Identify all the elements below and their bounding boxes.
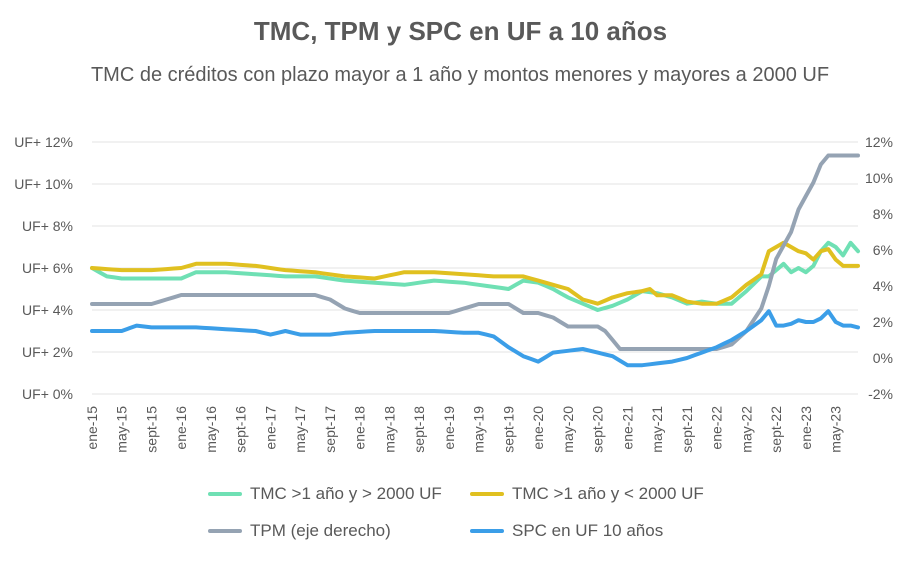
legend-label: TMC >1 año y > 2000 UF	[250, 484, 442, 503]
series-line-2	[90, 240, 860, 306]
x-axis-tick-label: ene-17	[262, 406, 278, 450]
series-line-1	[90, 240, 860, 312]
gridlines	[92, 141, 858, 395]
x-axis-tick-label: may-17	[292, 406, 308, 453]
x-axis-tick-label: sept-18	[411, 406, 427, 453]
x-axis-tick-label: sept-17	[322, 406, 338, 453]
chart-title: TMC, TPM y SPC en UF a 10 años	[253, 16, 668, 46]
legend-item-tpm: TPM (eje derecho)	[208, 521, 391, 541]
legend-item-spc: SPC en UF 10 años	[470, 521, 663, 541]
x-axis-tick-label: may-21	[649, 406, 665, 453]
right-axis-tick-label: 0%	[873, 350, 893, 366]
x-axis-tick-label: sept-20	[590, 406, 606, 453]
left-axis-tick-label: UF+ 6%	[22, 260, 73, 276]
x-axis-tick-label: ene-18	[352, 406, 368, 450]
x-axis-tick-label: may-15	[114, 406, 130, 453]
x-axis-tick-label: ene-23	[798, 406, 814, 450]
left-axis-tick-label: UF+ 0%	[22, 386, 73, 402]
x-axis-tick-label: may-20	[560, 406, 576, 453]
right-axis-tick-label: 8%	[873, 206, 893, 222]
left-axis-tick-label: UF+ 10%	[14, 176, 73, 192]
left-axis-tick-label: UF+ 8%	[22, 218, 73, 234]
x-axis-tick-label: may-18	[381, 406, 397, 453]
right-axis-tick-label: 6%	[873, 242, 893, 258]
x-axis-tick-label: sept-22	[768, 406, 784, 453]
right-axis-tick-label: 4%	[873, 278, 893, 294]
x-axis-tick-label: ene-16	[173, 406, 189, 450]
legend-item-tmc-mayor: TMC >1 año y > 2000 UF	[208, 484, 442, 504]
legend-swatch	[470, 492, 504, 496]
x-axis-tick-label: sept-15	[143, 406, 159, 453]
legend-label: TMC >1 año y < 2000 UF	[512, 484, 704, 503]
left-axis-tick-label: UF+ 4%	[22, 302, 73, 318]
legend-swatch	[470, 529, 504, 533]
legend-item-tmc-menor: TMC >1 año y < 2000 UF	[470, 484, 704, 504]
legend-label: SPC en UF 10 años	[512, 521, 664, 540]
x-axis-tick-label: may-19	[471, 406, 487, 453]
x-axis-ticks: ene-15 may-15 sept-15 ene-16 may-16 sept-16 en…	[84, 406, 844, 453]
legend-swatch	[208, 529, 242, 533]
x-axis-tick-label: ene-15	[84, 406, 100, 450]
left-axis-tick-label: UF+ 2%	[22, 344, 73, 360]
x-axis-tick-label: ene-22	[709, 406, 725, 450]
left-axis-ticks: UF+ 0% UF+ 2% UF+ 4% UF+ 6% UF+ 8% UF+ 10% UF+…	[14, 134, 73, 402]
x-axis-tick-label: sept-16	[233, 406, 249, 453]
x-axis-tick-label: may-22	[738, 406, 754, 453]
x-axis-tick-label: ene-20	[530, 406, 546, 450]
right-axis-ticks: -2% 0% 2% 4% 6% 8% 10% 12%	[865, 134, 893, 402]
right-axis-tick-label: 12%	[865, 134, 893, 150]
left-axis-tick-label: UF+ 12%	[14, 134, 73, 150]
x-axis-tick-label: may-23	[828, 406, 844, 453]
x-axis-tick-label: ene-19	[441, 406, 457, 450]
chart-subtitle: TMC de créditos con plazo mayor a 1 año …	[90, 64, 830, 86]
series-lines	[90, 153, 860, 368]
x-axis-tick-label: sept-21	[679, 406, 695, 453]
x-axis-tick-label: ene-21	[619, 406, 635, 450]
legend-swatch	[208, 492, 242, 496]
x-axis-tick-label: may-16	[203, 406, 219, 453]
right-axis-tick-label: 2%	[873, 314, 893, 330]
legend-label: TPM (eje derecho)	[250, 521, 391, 540]
right-axis-tick-label: -2%	[868, 386, 893, 402]
x-axis-tick-label: sept-19	[500, 406, 516, 453]
right-axis-tick-label: 10%	[865, 170, 893, 186]
series-line-3	[90, 153, 860, 351]
series-line-4	[90, 309, 860, 368]
